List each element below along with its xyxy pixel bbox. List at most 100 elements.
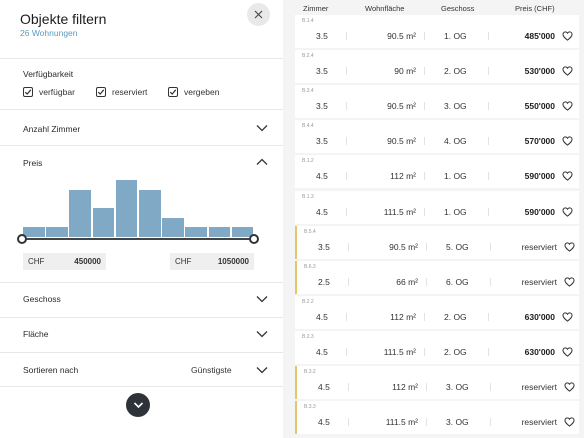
area-cell: 90.5 m² [389, 241, 418, 252]
price-max-value: 1050000 [217, 257, 249, 266]
checkbox-box[interactable] [23, 87, 33, 97]
checkbox-box[interactable] [96, 87, 106, 97]
floor-cell: 2. OG [444, 346, 467, 357]
price-cell: 630'000 [524, 346, 555, 357]
checkbox-taken[interactable]: vergeben [168, 86, 219, 98]
cell-divider [346, 67, 347, 76]
price-slider-track[interactable] [22, 238, 254, 240]
heart-icon[interactable] [562, 31, 573, 41]
checkbox-reserved[interactable]: reserviert [96, 86, 147, 98]
heart-icon[interactable] [562, 312, 573, 322]
floor-cell: 3. OG [446, 382, 469, 392]
price-cell: 590'000 [524, 171, 555, 182]
chevron-down-icon[interactable] [256, 330, 268, 338]
histogram-bar [162, 218, 184, 237]
table-row[interactable]: B.2.3 4.5 111.5 m² 2. OG 630'000 [295, 330, 579, 364]
area-cell: 111.5 m² [385, 417, 418, 428]
heart-icon[interactable] [562, 206, 573, 217]
divider [0, 317, 283, 318]
price-cell: reserviert [521, 417, 557, 428]
table-row[interactable]: B.3.4 3.5 90.5 m² 3. OG 550'000 [295, 85, 579, 119]
table-row[interactable]: B.2.2 4.5 112 m² 2. OG 630'000 [295, 295, 579, 329]
cell-divider [488, 102, 489, 111]
checkbox-box[interactable] [168, 87, 178, 97]
cell-divider [426, 418, 427, 427]
heart-icon[interactable] [564, 277, 575, 287]
rooms-cell: 4.5 [316, 171, 328, 182]
area-section-label[interactable]: Fläche [23, 329, 49, 339]
table-row[interactable]: B.2.4 3.5 90 m² 2. OG 530'000 [295, 50, 579, 84]
heart-icon[interactable] [562, 101, 573, 111]
unit-id: B.5.4 [304, 228, 316, 235]
column-header-floor[interactable]: Geschoss [441, 4, 475, 13]
table-row[interactable]: B.1.4 3.5 90.5 m² 1. OG 485'000 [295, 15, 579, 48]
table-row[interactable]: B.3.2 4.5 112 m² 3. OG reserviert [295, 366, 579, 399]
histogram-bar [208, 227, 231, 237]
chevron-down-icon[interactable] [256, 295, 268, 303]
heart-icon[interactable] [562, 66, 573, 76]
price-min-field[interactable]: CHF 450000 [23, 253, 106, 270]
cell-divider [488, 347, 489, 356]
availability-label: Verfügbarkeit [23, 69, 74, 79]
price-slider-min-handle[interactable] [17, 234, 27, 244]
heart-icon[interactable] [562, 136, 573, 147]
area-cell: 90.5 m² [387, 101, 416, 112]
check-icon [169, 89, 177, 95]
histogram-bar [92, 208, 115, 237]
rooms-section-label[interactable]: Anzahl Zimmer [23, 124, 81, 134]
unit-id: B.6.3 [304, 263, 316, 270]
unit-id: B.2.2 [302, 298, 314, 305]
table-row[interactable]: B.4.4 3.5 90.5 m² 4. OG 570'000 [295, 120, 579, 154]
divider [0, 386, 283, 387]
price-max-field[interactable]: CHF 1050000 [170, 253, 254, 270]
chevron-up-icon[interactable] [256, 158, 268, 166]
cell-divider [424, 32, 425, 40]
column-header-area[interactable]: Wohnfläche [365, 4, 405, 13]
cell-divider [488, 137, 489, 146]
cell-divider [346, 32, 347, 40]
price-slider-max-handle[interactable] [249, 234, 259, 244]
column-header-rooms[interactable]: Zimmer [303, 4, 329, 13]
scroll-down-button[interactable] [126, 393, 150, 417]
table-row[interactable]: B.3.3 4.5 111.5 m² 3. OG reserviert [295, 401, 579, 435]
heart-icon[interactable] [562, 347, 573, 357]
floor-cell: 2. OG [444, 66, 467, 77]
floor-section-label[interactable]: Geschoss [23, 294, 61, 304]
rooms-cell: 3.5 [316, 136, 328, 147]
price-section-label[interactable]: Preis [23, 158, 43, 168]
heart-icon[interactable] [564, 382, 575, 392]
histogram-bar [23, 227, 45, 237]
price-cell: reserviert [521, 382, 557, 392]
rooms-cell: 4.5 [316, 346, 328, 357]
table-row[interactable]: B.1.2 4.5 112 m² 1. OG 590'000 [295, 155, 579, 189]
area-cell: 90 m² [394, 66, 416, 77]
rooms-cell: 4.5 [318, 382, 330, 392]
unit-id: B.3.3 [304, 404, 316, 411]
cell-divider [488, 32, 489, 40]
area-cell: 90.5 m² [387, 31, 416, 41]
table-row[interactable]: B.6.3 2.5 66 m² 6. OG reserviert [295, 260, 579, 294]
cell-divider [490, 383, 491, 391]
divider [0, 109, 283, 110]
table-row[interactable]: B.5.4 3.5 90.5 m² 5. OG reserviert [295, 225, 579, 259]
table-row[interactable]: B.1.3 4.5 111.5 m² 1. OG 590'000 [295, 190, 579, 224]
chevron-down-icon[interactable] [256, 366, 268, 374]
close-button[interactable] [247, 3, 270, 26]
cell-divider [424, 207, 425, 216]
price-cell: 630'000 [524, 311, 555, 322]
area-cell: 66 m² [396, 276, 418, 287]
cell-divider [346, 172, 347, 181]
area-cell: 112 m² [392, 382, 418, 392]
sort-select[interactable]: Günstigste [191, 365, 232, 375]
unit-id: B.1.2 [302, 158, 314, 165]
column-header-price[interactable]: Preis (CHF) [515, 4, 555, 13]
cell-divider [426, 242, 427, 251]
heart-icon[interactable] [564, 242, 575, 252]
heart-icon[interactable] [564, 417, 575, 427]
checkbox-available[interactable]: verfügbar [23, 86, 75, 98]
heart-icon[interactable] [562, 171, 573, 182]
checkbox-label: vergeben [184, 87, 220, 97]
chevron-down-icon[interactable] [256, 124, 268, 132]
cell-divider [424, 347, 425, 356]
floor-cell: 2. OG [444, 311, 467, 322]
